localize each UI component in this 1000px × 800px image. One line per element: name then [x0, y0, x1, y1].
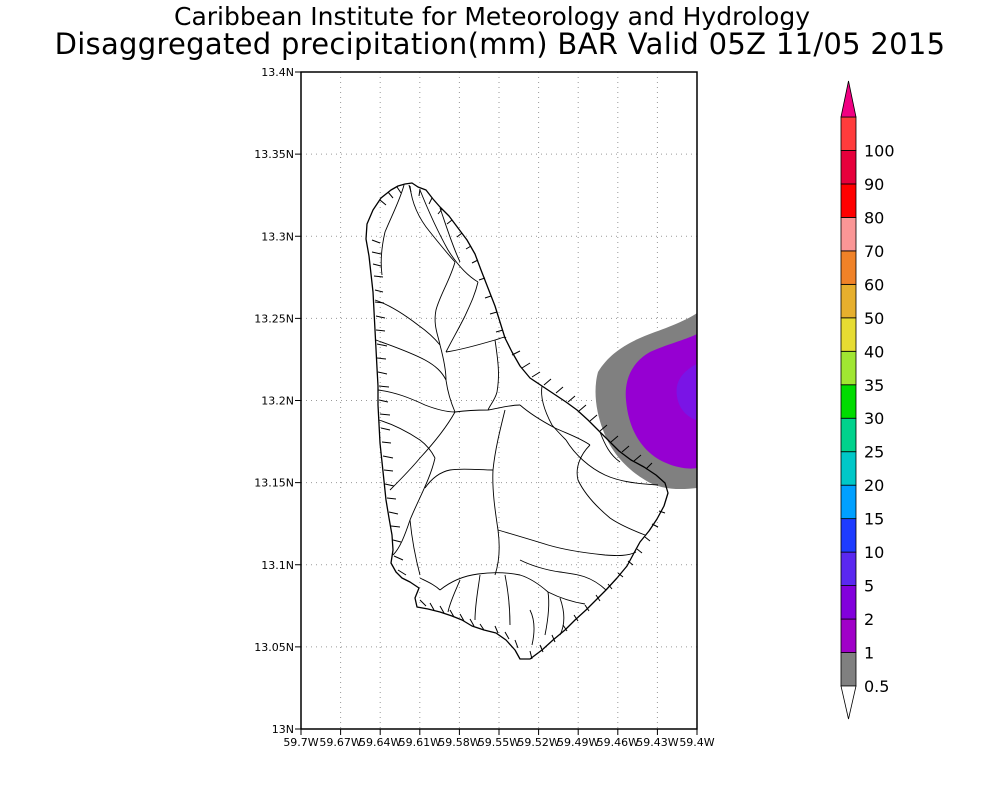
precipitation-field	[595, 313, 697, 490]
colorbar-segment	[840, 150, 857, 185]
colorbar-segment	[840, 116, 857, 151]
lat-tick-label: 13.2N	[261, 395, 294, 408]
colorbar-label: 50	[864, 309, 884, 328]
colorbar-segment	[840, 250, 857, 285]
colorbar-label: 100	[864, 141, 895, 160]
lon-tick-label: 59.52W	[517, 736, 559, 749]
colorbar-label: 70	[864, 242, 884, 261]
colorbar-segment	[840, 451, 857, 486]
colorbar-segment	[840, 484, 857, 520]
lat-tick-label: 13.1N	[261, 559, 294, 572]
lat-tick-label: 13.05N	[254, 641, 294, 654]
colorbar-label: 80	[864, 208, 884, 227]
colorbar-label: 30	[864, 409, 884, 428]
colorbar-segment	[840, 283, 857, 319]
lat-tick-label: 13.15N	[254, 477, 294, 490]
lat-tick-label: 13.4N	[261, 66, 294, 79]
lon-tick-label: 59.61W	[399, 736, 441, 749]
lat-tick-label: 13N	[272, 723, 294, 736]
colorbar-label: 40	[864, 342, 884, 361]
lon-tick-label: 59.67W	[319, 736, 361, 749]
colorbar-segment	[840, 618, 857, 653]
colorbar-segment	[840, 518, 857, 553]
lat-tick-label: 13.25N	[254, 312, 294, 325]
lon-tick-label: 59.64W	[359, 736, 401, 749]
colorbar-above-triangle	[840, 80, 857, 118]
colorbar-segment	[840, 384, 857, 419]
barbados-outline	[365, 182, 669, 660]
lon-tick-label: 59.58W	[438, 736, 480, 749]
lon-tick-label: 59.55W	[478, 736, 520, 749]
colorbar-label: 5	[864, 577, 874, 596]
precip-shade-2mm	[676, 364, 697, 420]
colorbar-label: 0.5	[864, 677, 889, 696]
colorbar-segment	[840, 217, 857, 252]
colorbar-segment	[840, 551, 857, 586]
longitude-axis: 59.7W 59.67W59.64W59.61W59.58W59.55W59.52…	[283, 729, 715, 749]
lon-tick-label: 59.43W	[636, 736, 678, 749]
colorbar-label: 20	[864, 476, 884, 495]
latitude-axis: 13.4N 13.35N 13.3N 13.25N 13.2N 13.15N 13.1N 13…	[254, 66, 301, 736]
colorbar-label: 90	[864, 175, 884, 194]
coastline-hatching	[371, 184, 666, 660]
lon-tick-label: 59.46W	[597, 736, 639, 749]
colorbar-label: 60	[864, 275, 884, 294]
lon-tick-label: 59.49W	[557, 736, 599, 749]
colorbar-label: 10	[864, 543, 884, 562]
colorbar-segment	[840, 417, 857, 453]
colorbar-segment	[840, 317, 857, 352]
colorbar-label: 15	[864, 510, 884, 529]
lon-tick-label: 59.7W	[283, 736, 318, 749]
chart-subtitle: Disaggregated precipitation(mm) BAR Vali…	[54, 27, 946, 61]
colorbar-segment	[840, 183, 857, 218]
colorbar-below-triangle	[840, 685, 857, 720]
lon-tick-label: 59.4W	[679, 736, 714, 749]
colorbar-segment	[840, 350, 857, 386]
colorbar-segment	[840, 652, 857, 687]
watershed-boundaries	[374, 184, 659, 646]
colorbar-label: 25	[864, 443, 884, 462]
colorbar-label: 1	[864, 644, 874, 663]
precip-shade-1mm	[625, 334, 697, 469]
colorbar-segment	[840, 585, 857, 620]
chart-title: Caribbean Institute for Meteorology and …	[174, 2, 810, 31]
colorbar-label: 35	[864, 376, 884, 395]
lat-tick-label: 13.35N	[254, 148, 294, 161]
colorbar-label: 2	[864, 610, 874, 629]
lat-tick-label: 13.3N	[261, 230, 294, 243]
